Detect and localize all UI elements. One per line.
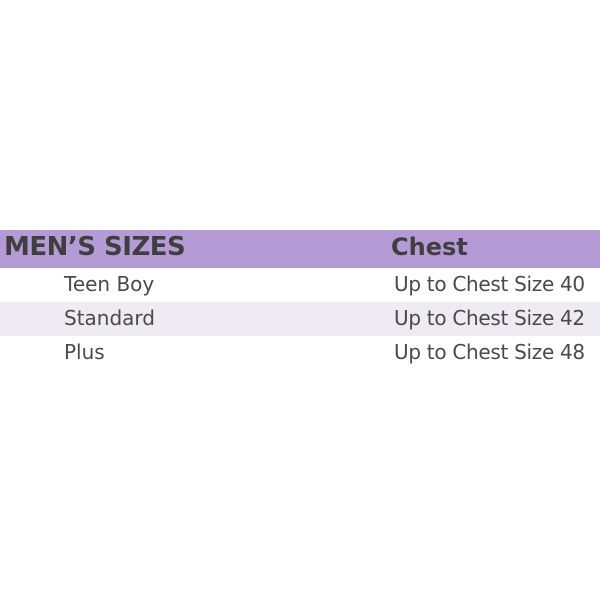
chest-cell: Up to Chest Size 40 xyxy=(394,272,585,296)
size-cell: Standard xyxy=(64,306,155,330)
chest-cell: Up to Chest Size 48 xyxy=(394,340,585,364)
size-cell: Plus xyxy=(64,340,105,364)
header-mens-sizes: MEN’S SIZES xyxy=(4,232,186,262)
chest-cell: Up to Chest Size 42 xyxy=(394,306,585,330)
table-header: MEN’S SIZES Chest xyxy=(0,230,600,268)
size-chart-table: MEN’S SIZES Chest Teen Boy Up to Chest S… xyxy=(0,230,600,370)
table-row: Teen Boy Up to Chest Size 40 xyxy=(0,268,600,302)
table-row: Plus Up to Chest Size 48 xyxy=(0,336,600,370)
header-chest: Chest xyxy=(391,233,468,261)
table-row: Standard Up to Chest Size 42 xyxy=(0,302,600,336)
size-cell: Teen Boy xyxy=(64,272,155,296)
